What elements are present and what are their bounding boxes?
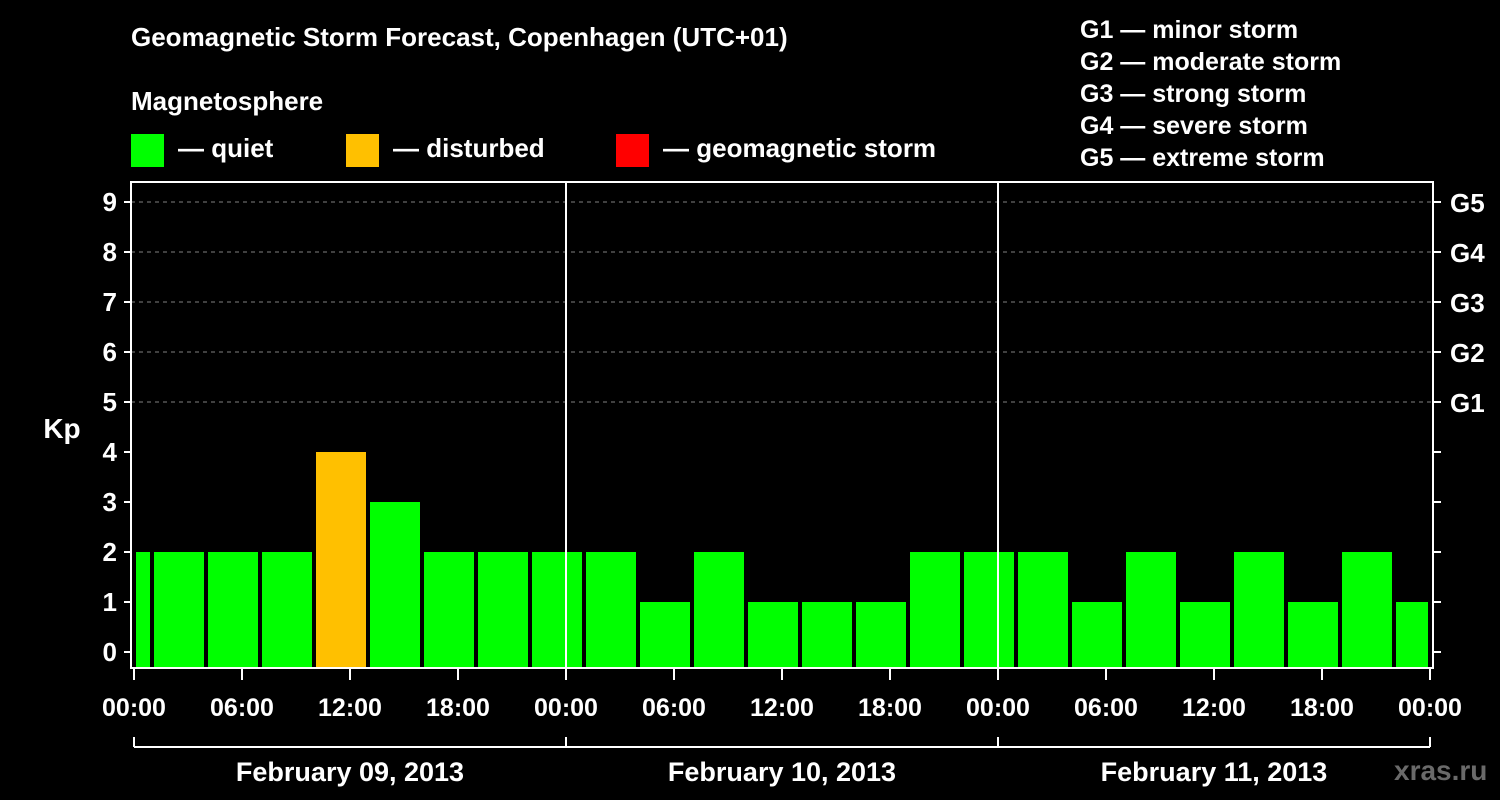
kp-bar: [1126, 552, 1176, 668]
y-tick-label: 1: [103, 587, 117, 617]
x-tick-label: 00:00: [966, 694, 1030, 722]
x-tick-label: 00:00: [1398, 694, 1462, 722]
g-scale-list: G1 — minor storm G2 — moderate storm G3 …: [1080, 14, 1341, 174]
legend-label-disturbed: — disturbed: [393, 133, 545, 163]
g-scale-item-g3: G3 — strong storm: [1080, 80, 1307, 108]
y-tick-label: 4: [103, 437, 118, 467]
kp-bar: [316, 452, 366, 668]
g-level-label: G3: [1450, 288, 1485, 318]
legend-swatch-disturbed: [346, 134, 379, 167]
y-tick-label: 9: [103, 187, 117, 217]
x-tick-label: 06:00: [1074, 694, 1138, 722]
x-tick-label: 00:00: [102, 694, 166, 722]
y-tick-label: 8: [103, 237, 117, 267]
g-scale-item-g1: G1 — minor storm: [1080, 16, 1299, 44]
g-level-label: G1: [1450, 388, 1485, 418]
chart-subtitle: Magnetosphere: [131, 86, 324, 116]
kp-bar: [640, 602, 690, 668]
kp-bar: [1072, 602, 1122, 668]
y-tick-label: 7: [103, 287, 117, 317]
x-tick-label: 18:00: [858, 694, 922, 722]
kp-bar: [136, 552, 150, 668]
x-tick-label: 12:00: [1182, 694, 1246, 722]
chart-title: Geomagnetic Storm Forecast, Copenhagen (…: [131, 22, 788, 52]
kp-bar: [802, 602, 852, 668]
g-scale-item-g2: G2 — moderate storm: [1080, 48, 1342, 76]
kp-bar: [1234, 552, 1284, 668]
kp-bar: [208, 552, 258, 668]
kp-bar: [1180, 602, 1230, 668]
kp-bar: [424, 552, 474, 668]
legend-swatch-quiet: [131, 134, 164, 167]
kp-bar: [694, 552, 744, 668]
kp-bar: [1396, 602, 1428, 668]
watermark: xras.ru: [1394, 755, 1488, 786]
kp-bar: [910, 552, 960, 668]
g-scale-item-g5: G5 — extreme storm: [1080, 144, 1325, 172]
legend-label-storm: — geomagnetic storm: [663, 133, 937, 163]
kp-bar: [262, 552, 312, 668]
x-tick-label: 12:00: [318, 694, 382, 722]
y-tick-label: 3: [103, 487, 117, 517]
kp-bar: [1288, 602, 1338, 668]
kp-bar: [478, 552, 528, 668]
date-label: February 11, 2013: [1101, 757, 1328, 787]
x-tick-label: 00:00: [534, 694, 598, 722]
x-tick-label: 06:00: [210, 694, 274, 722]
kp-bar: [532, 552, 582, 668]
y-tick-label: 6: [103, 337, 117, 367]
date-label: February 10, 2013: [668, 757, 896, 787]
y-tick-label: 5: [103, 387, 117, 417]
kp-bar: [1018, 552, 1068, 668]
x-tick-label: 06:00: [642, 694, 706, 722]
kp-bar: [748, 602, 798, 668]
g-level-label: G2: [1450, 338, 1485, 368]
kp-bar: [586, 552, 636, 668]
kp-bar: [370, 502, 420, 668]
x-tick-label: 18:00: [1290, 694, 1354, 722]
legend-label-quiet: — quiet: [178, 133, 274, 163]
kp-bar: [964, 552, 1014, 668]
kp-bar: [856, 602, 906, 668]
g-level-label: G5: [1450, 188, 1485, 218]
g-level-label: G4: [1450, 238, 1485, 268]
date-label: February 09, 2013: [236, 757, 464, 787]
y-tick-label: 0: [103, 637, 117, 667]
x-tick-label: 18:00: [426, 694, 490, 722]
kp-bar: [1342, 552, 1392, 668]
x-tick-label: 12:00: [750, 694, 814, 722]
g-scale-item-g4: G4 — severe storm: [1080, 112, 1308, 140]
y-axis-label: Kp: [43, 413, 80, 444]
legend-swatch-storm: [616, 134, 649, 167]
y-tick-label: 2: [103, 537, 117, 567]
kp-bar: [154, 552, 204, 668]
